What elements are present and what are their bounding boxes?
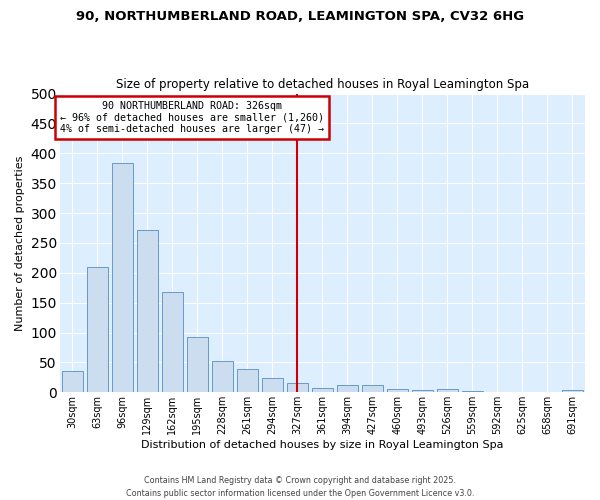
Bar	[187, 338, 208, 392]
Text: 90 NORTHUMBERLAND ROAD: 326sqm
← 96% of detached houses are smaller (1,260)
4% o: 90 NORTHUMBERLAND ROAD: 326sqm ← 96% of …	[60, 100, 324, 134]
Bar	[462, 391, 483, 392]
Title: Size of property relative to detached houses in Royal Leamington Spa: Size of property relative to detached ho…	[116, 78, 529, 91]
Bar	[262, 378, 283, 392]
Y-axis label: Number of detached properties: Number of detached properties	[15, 155, 25, 330]
Bar	[86, 267, 108, 392]
Bar	[437, 390, 458, 392]
Bar	[362, 385, 383, 392]
X-axis label: Distribution of detached houses by size in Royal Leamington Spa: Distribution of detached houses by size …	[141, 440, 503, 450]
Bar	[212, 361, 233, 392]
Bar	[412, 390, 433, 392]
Bar	[337, 385, 358, 392]
Bar	[161, 292, 183, 392]
Bar	[112, 164, 133, 392]
Text: 90, NORTHUMBERLAND ROAD, LEAMINGTON SPA, CV32 6HG: 90, NORTHUMBERLAND ROAD, LEAMINGTON SPA,…	[76, 10, 524, 23]
Bar	[312, 388, 333, 392]
Bar	[287, 384, 308, 392]
Bar	[236, 369, 258, 392]
Bar	[387, 390, 408, 392]
Bar	[137, 230, 158, 392]
Bar	[562, 390, 583, 392]
Bar	[62, 372, 83, 392]
Text: Contains HM Land Registry data © Crown copyright and database right 2025.
Contai: Contains HM Land Registry data © Crown c…	[126, 476, 474, 498]
